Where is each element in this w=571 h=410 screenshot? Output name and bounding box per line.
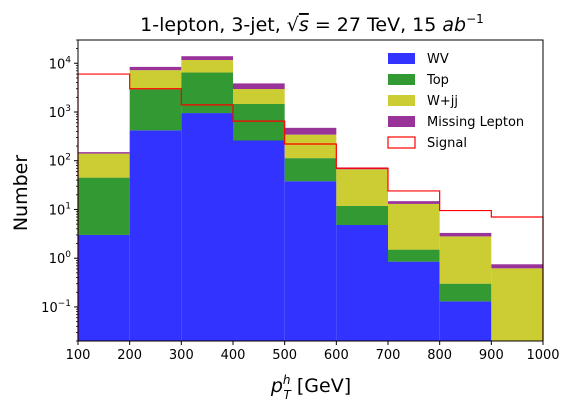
y-tick-label: 101 bbox=[49, 201, 71, 218]
bar-missing-lepton-bin-8 bbox=[439, 232, 492, 237]
x-tick-label: 200 bbox=[117, 348, 142, 363]
bar-missing-lepton-bin-4 bbox=[233, 83, 285, 90]
x-tick-label: 500 bbox=[272, 348, 297, 363]
bar-missing-lepton-bin-1 bbox=[78, 152, 130, 154]
legend-swatch-missing-lepton bbox=[388, 116, 415, 127]
bar-missing-lepton-bin-3 bbox=[181, 56, 233, 61]
bar-w-jj-bin-6 bbox=[336, 169, 388, 206]
bar-top-bin-4 bbox=[233, 103, 285, 141]
legend-label-w-jj: W+jj bbox=[427, 94, 458, 109]
signal-outline bbox=[77, 73, 544, 341]
bar-w-jj-bin-9 bbox=[491, 268, 543, 341]
bar-w-jj-bin-3 bbox=[181, 60, 233, 73]
title-prefix: 1-lepton, 3-jet, bbox=[140, 14, 287, 36]
bar-top-bin-8 bbox=[439, 283, 492, 302]
x-label-unit: [GeV] bbox=[291, 375, 351, 397]
x-tick-label: 400 bbox=[221, 348, 246, 363]
bar-w-jj-bin-8 bbox=[439, 236, 492, 284]
x-tick-label: 300 bbox=[169, 348, 194, 363]
chart-title: 1-lepton, 3-jet, √s = 27 TeV, 15 ab−1 bbox=[140, 12, 484, 36]
bar-wv-bin-3 bbox=[181, 113, 233, 341]
x-axis-label: ph T [GeV] bbox=[270, 373, 351, 402]
bar-top-bin-5 bbox=[284, 158, 337, 182]
bar-wv-bin-6 bbox=[336, 224, 388, 341]
x-tick-label: 600 bbox=[324, 348, 349, 363]
bar-wv-bin-2 bbox=[129, 130, 182, 341]
bar-missing-lepton-bin-7 bbox=[388, 201, 440, 204]
x-axis-ticks: 100 200 300 400 500 600 700 800 900 1000 bbox=[66, 341, 560, 363]
x-tick-label: 100 bbox=[66, 348, 91, 363]
y-tick-label: 102 bbox=[49, 153, 71, 170]
y-tick-label: 103 bbox=[49, 104, 71, 121]
legend-swatch-wv bbox=[388, 53, 415, 64]
x-label-superscript: h bbox=[283, 373, 291, 387]
bar-top-bin-1 bbox=[78, 177, 130, 235]
bar-wv-bin-1 bbox=[78, 234, 130, 341]
x-tick-label: 900 bbox=[479, 348, 504, 363]
y-tick-label: 10−1 bbox=[41, 299, 71, 316]
legend-label-signal: Signal bbox=[427, 136, 467, 151]
bar-wv-bin-4 bbox=[233, 140, 285, 341]
title-s: s bbox=[299, 14, 309, 36]
legend: WV Top W+jj Missing Lepton Signal bbox=[387, 52, 524, 151]
bar-w-jj-bin-2 bbox=[129, 70, 182, 90]
title-sqrt: √ bbox=[287, 14, 300, 36]
signal-histogram bbox=[77, 73, 544, 341]
bar-wv-bin-8 bbox=[439, 301, 492, 341]
legend-swatch-signal bbox=[387, 136, 416, 149]
y-axis-label: Number bbox=[10, 155, 32, 232]
legend-swatch-top bbox=[388, 74, 415, 85]
title-energy: = 27 TeV, 15 bbox=[309, 14, 443, 36]
bar-w-jj-bin-4 bbox=[233, 89, 285, 104]
bar-missing-lepton-bin-2 bbox=[129, 66, 182, 71]
y-tick-label: 100 bbox=[49, 250, 72, 267]
legend-label-wv: WV bbox=[427, 52, 449, 67]
bar-top-bin-2 bbox=[129, 89, 182, 131]
x-tick-label: 700 bbox=[376, 348, 401, 363]
y-axis-ticks: 10−1 100 101 102 103 104 bbox=[41, 39, 78, 342]
bar-top-bin-6 bbox=[336, 205, 388, 225]
bar-missing-lepton-bin-5 bbox=[284, 127, 337, 135]
x-tick-label: 800 bbox=[427, 348, 452, 363]
bar-top-bin-3 bbox=[181, 72, 233, 114]
bar-w-jj-bin-5 bbox=[284, 134, 337, 159]
bar-wv-bin-7 bbox=[388, 261, 440, 341]
bar-wv-bin-5 bbox=[284, 181, 337, 341]
title-exponent: −1 bbox=[466, 12, 484, 26]
legend-label-missing-lepton: Missing Lepton bbox=[427, 115, 524, 130]
legend-swatch-w-jj bbox=[388, 95, 415, 106]
y-tick-label: 104 bbox=[49, 55, 72, 72]
bar-missing-lepton-bin-9 bbox=[491, 264, 543, 269]
x-label-subscript: T bbox=[284, 388, 293, 402]
x-label-p: p bbox=[270, 375, 283, 397]
legend-label-top: Top bbox=[426, 73, 449, 88]
stacked-bars bbox=[78, 56, 543, 341]
x-tick-label: 1000 bbox=[526, 348, 559, 363]
title-ab: ab bbox=[442, 14, 466, 36]
bar-w-jj-bin-1 bbox=[78, 153, 130, 178]
bar-top-bin-7 bbox=[388, 249, 440, 262]
plot-frame bbox=[77, 39, 544, 342]
bar-w-jj-bin-7 bbox=[388, 203, 440, 250]
